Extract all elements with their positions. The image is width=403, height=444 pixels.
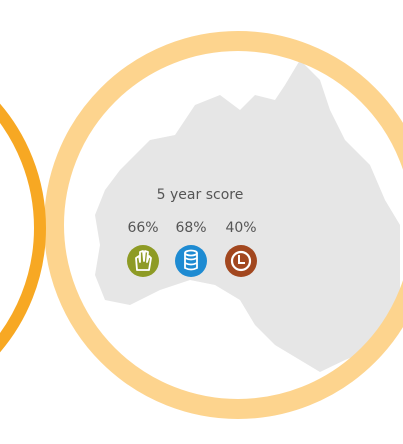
icon-clock	[225, 245, 257, 277]
panel-title: 5 year score	[157, 187, 244, 203]
score-label: 66%	[127, 220, 158, 236]
side-ring	[0, 103, 46, 353]
icon-coins	[175, 245, 207, 277]
icon-hand	[127, 245, 159, 277]
map	[95, 60, 400, 405]
australia-map	[95, 60, 400, 405]
score-label: 68%	[175, 220, 206, 236]
outer-ring	[44, 31, 403, 419]
score-label: 40%	[225, 220, 256, 236]
